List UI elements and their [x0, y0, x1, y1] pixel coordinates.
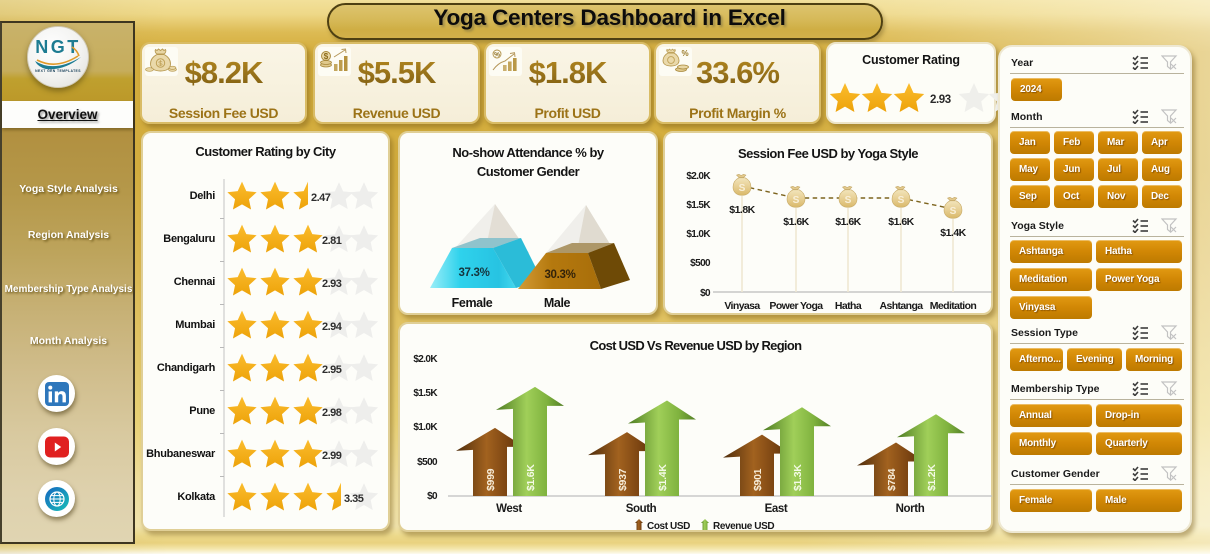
svg-text:$999: $999 [485, 468, 497, 491]
svg-text:2.99: 2.99 [322, 450, 342, 462]
svg-text:East: East [765, 503, 788, 515]
svg-text:Male: Male [544, 296, 571, 310]
svg-text:$1.4K: $1.4K [940, 227, 966, 239]
svg-text:3.35: 3.35 [344, 493, 364, 505]
svg-text:$: $ [324, 52, 329, 61]
svg-text:$0: $0 [427, 491, 438, 502]
svg-text:2.81: 2.81 [322, 235, 342, 247]
svg-text:%: % [494, 52, 500, 59]
svg-text:$1.8K: $1.8K [729, 204, 755, 216]
svg-text:West: West [496, 503, 522, 515]
svg-text:$1.0K: $1.0K [686, 229, 711, 240]
svg-text:S: S [845, 195, 852, 206]
svg-text:S: S [950, 206, 957, 217]
svg-text:$1.6K: $1.6K [525, 464, 537, 491]
svg-text:2.95: 2.95 [322, 364, 342, 376]
svg-text:North: North [896, 503, 925, 515]
svg-text:$784: $784 [886, 468, 898, 491]
svg-text:$1.6K: $1.6K [888, 216, 914, 228]
svg-text:$1.2K: $1.2K [926, 464, 938, 491]
svg-text:$937: $937 [617, 468, 629, 491]
svg-text:$1.3K: $1.3K [792, 464, 804, 491]
svg-text:$1.5K: $1.5K [686, 200, 711, 211]
svg-text:$1.6K: $1.6K [835, 216, 861, 228]
svg-text:Hatha: Hatha [835, 300, 862, 312]
svg-text:%: % [681, 49, 688, 58]
svg-text:30.3%: 30.3% [544, 269, 575, 281]
svg-text:2.93: 2.93 [322, 278, 342, 290]
svg-text:$901: $901 [752, 468, 764, 491]
svg-text:S: S [793, 195, 800, 206]
svg-text:2.47: 2.47 [311, 192, 331, 204]
svg-text:S: S [739, 183, 746, 194]
svg-text:Meditation: Meditation [930, 300, 977, 312]
svg-text:2.94: 2.94 [322, 321, 343, 333]
svg-text:Female: Female [452, 296, 493, 310]
svg-text:$1.0K: $1.0K [413, 422, 438, 433]
svg-text:$1.6K: $1.6K [783, 216, 809, 228]
svg-text:Ashtanga: Ashtanga [879, 300, 923, 312]
svg-text:$500: $500 [417, 457, 438, 468]
svg-text:South: South [626, 503, 657, 515]
svg-text:$2.0K: $2.0K [413, 354, 438, 365]
svg-text:S: S [898, 195, 905, 206]
svg-text:Revenue USD: Revenue USD [713, 521, 774, 532]
svg-text:$500: $500 [690, 258, 711, 269]
svg-text:37.3%: 37.3% [458, 267, 489, 279]
svg-text:$1.4K: $1.4K [657, 464, 669, 491]
svg-text:$2.0K: $2.0K [686, 171, 711, 182]
svg-text:$0: $0 [700, 288, 711, 299]
svg-text:$1.5K: $1.5K [413, 388, 438, 399]
svg-text:2.93: 2.93 [930, 94, 951, 106]
svg-text:2.98: 2.98 [322, 407, 342, 419]
svg-text:Vinyasa: Vinyasa [724, 300, 760, 312]
svg-text:Power Yoga: Power Yoga [769, 300, 823, 312]
svg-text:Cost USD: Cost USD [647, 521, 690, 532]
